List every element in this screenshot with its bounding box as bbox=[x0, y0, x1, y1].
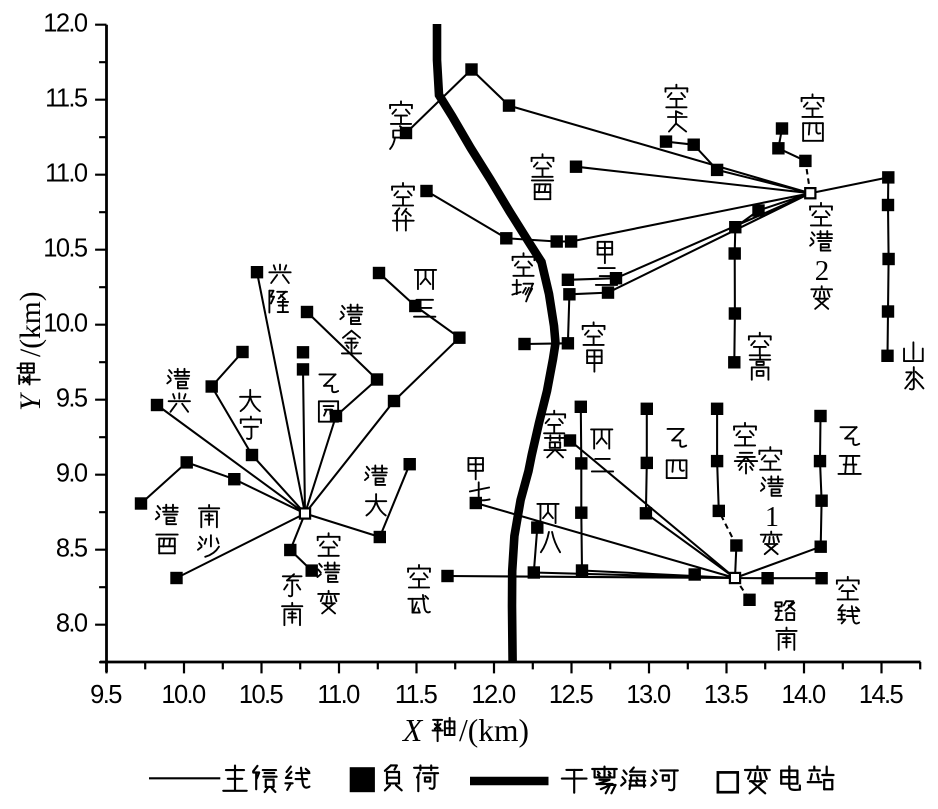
svg-text:9.5: 9.5 bbox=[90, 681, 122, 709]
svg-text:11.5: 11.5 bbox=[45, 85, 88, 113]
svg-text:14.0: 14.0 bbox=[781, 681, 826, 709]
svg-text:10.0: 10.0 bbox=[161, 681, 206, 709]
svg-text:12.0: 12.0 bbox=[43, 10, 88, 38]
svg-text:10.5: 10.5 bbox=[43, 235, 88, 263]
svg-text:/(km): /(km) bbox=[15, 291, 47, 357]
svg-text:13.5: 13.5 bbox=[704, 681, 749, 709]
svg-text:10.0: 10.0 bbox=[43, 310, 88, 338]
svg-text:/(km): /(km) bbox=[459, 713, 529, 748]
svg-text:12.0: 12.0 bbox=[471, 681, 516, 709]
svg-text:11.0: 11.0 bbox=[317, 681, 360, 709]
svg-text:12.5: 12.5 bbox=[549, 681, 594, 709]
svg-text:9.5: 9.5 bbox=[56, 385, 88, 413]
svg-text:1: 1 bbox=[765, 502, 779, 533]
svg-text:14.5: 14.5 bbox=[859, 681, 904, 709]
svg-text:11.0: 11.0 bbox=[45, 160, 88, 188]
svg-text:Y: Y bbox=[15, 391, 47, 411]
svg-text:8.5: 8.5 bbox=[56, 535, 88, 563]
svg-text:11.5: 11.5 bbox=[395, 681, 438, 709]
svg-text:13.0: 13.0 bbox=[626, 681, 671, 709]
svg-text:8.0: 8.0 bbox=[56, 610, 88, 638]
svg-text:2: 2 bbox=[815, 255, 830, 287]
svg-text:10.5: 10.5 bbox=[239, 681, 284, 709]
svg-text:9.0: 9.0 bbox=[56, 460, 88, 488]
svg-text:X: X bbox=[401, 713, 424, 748]
